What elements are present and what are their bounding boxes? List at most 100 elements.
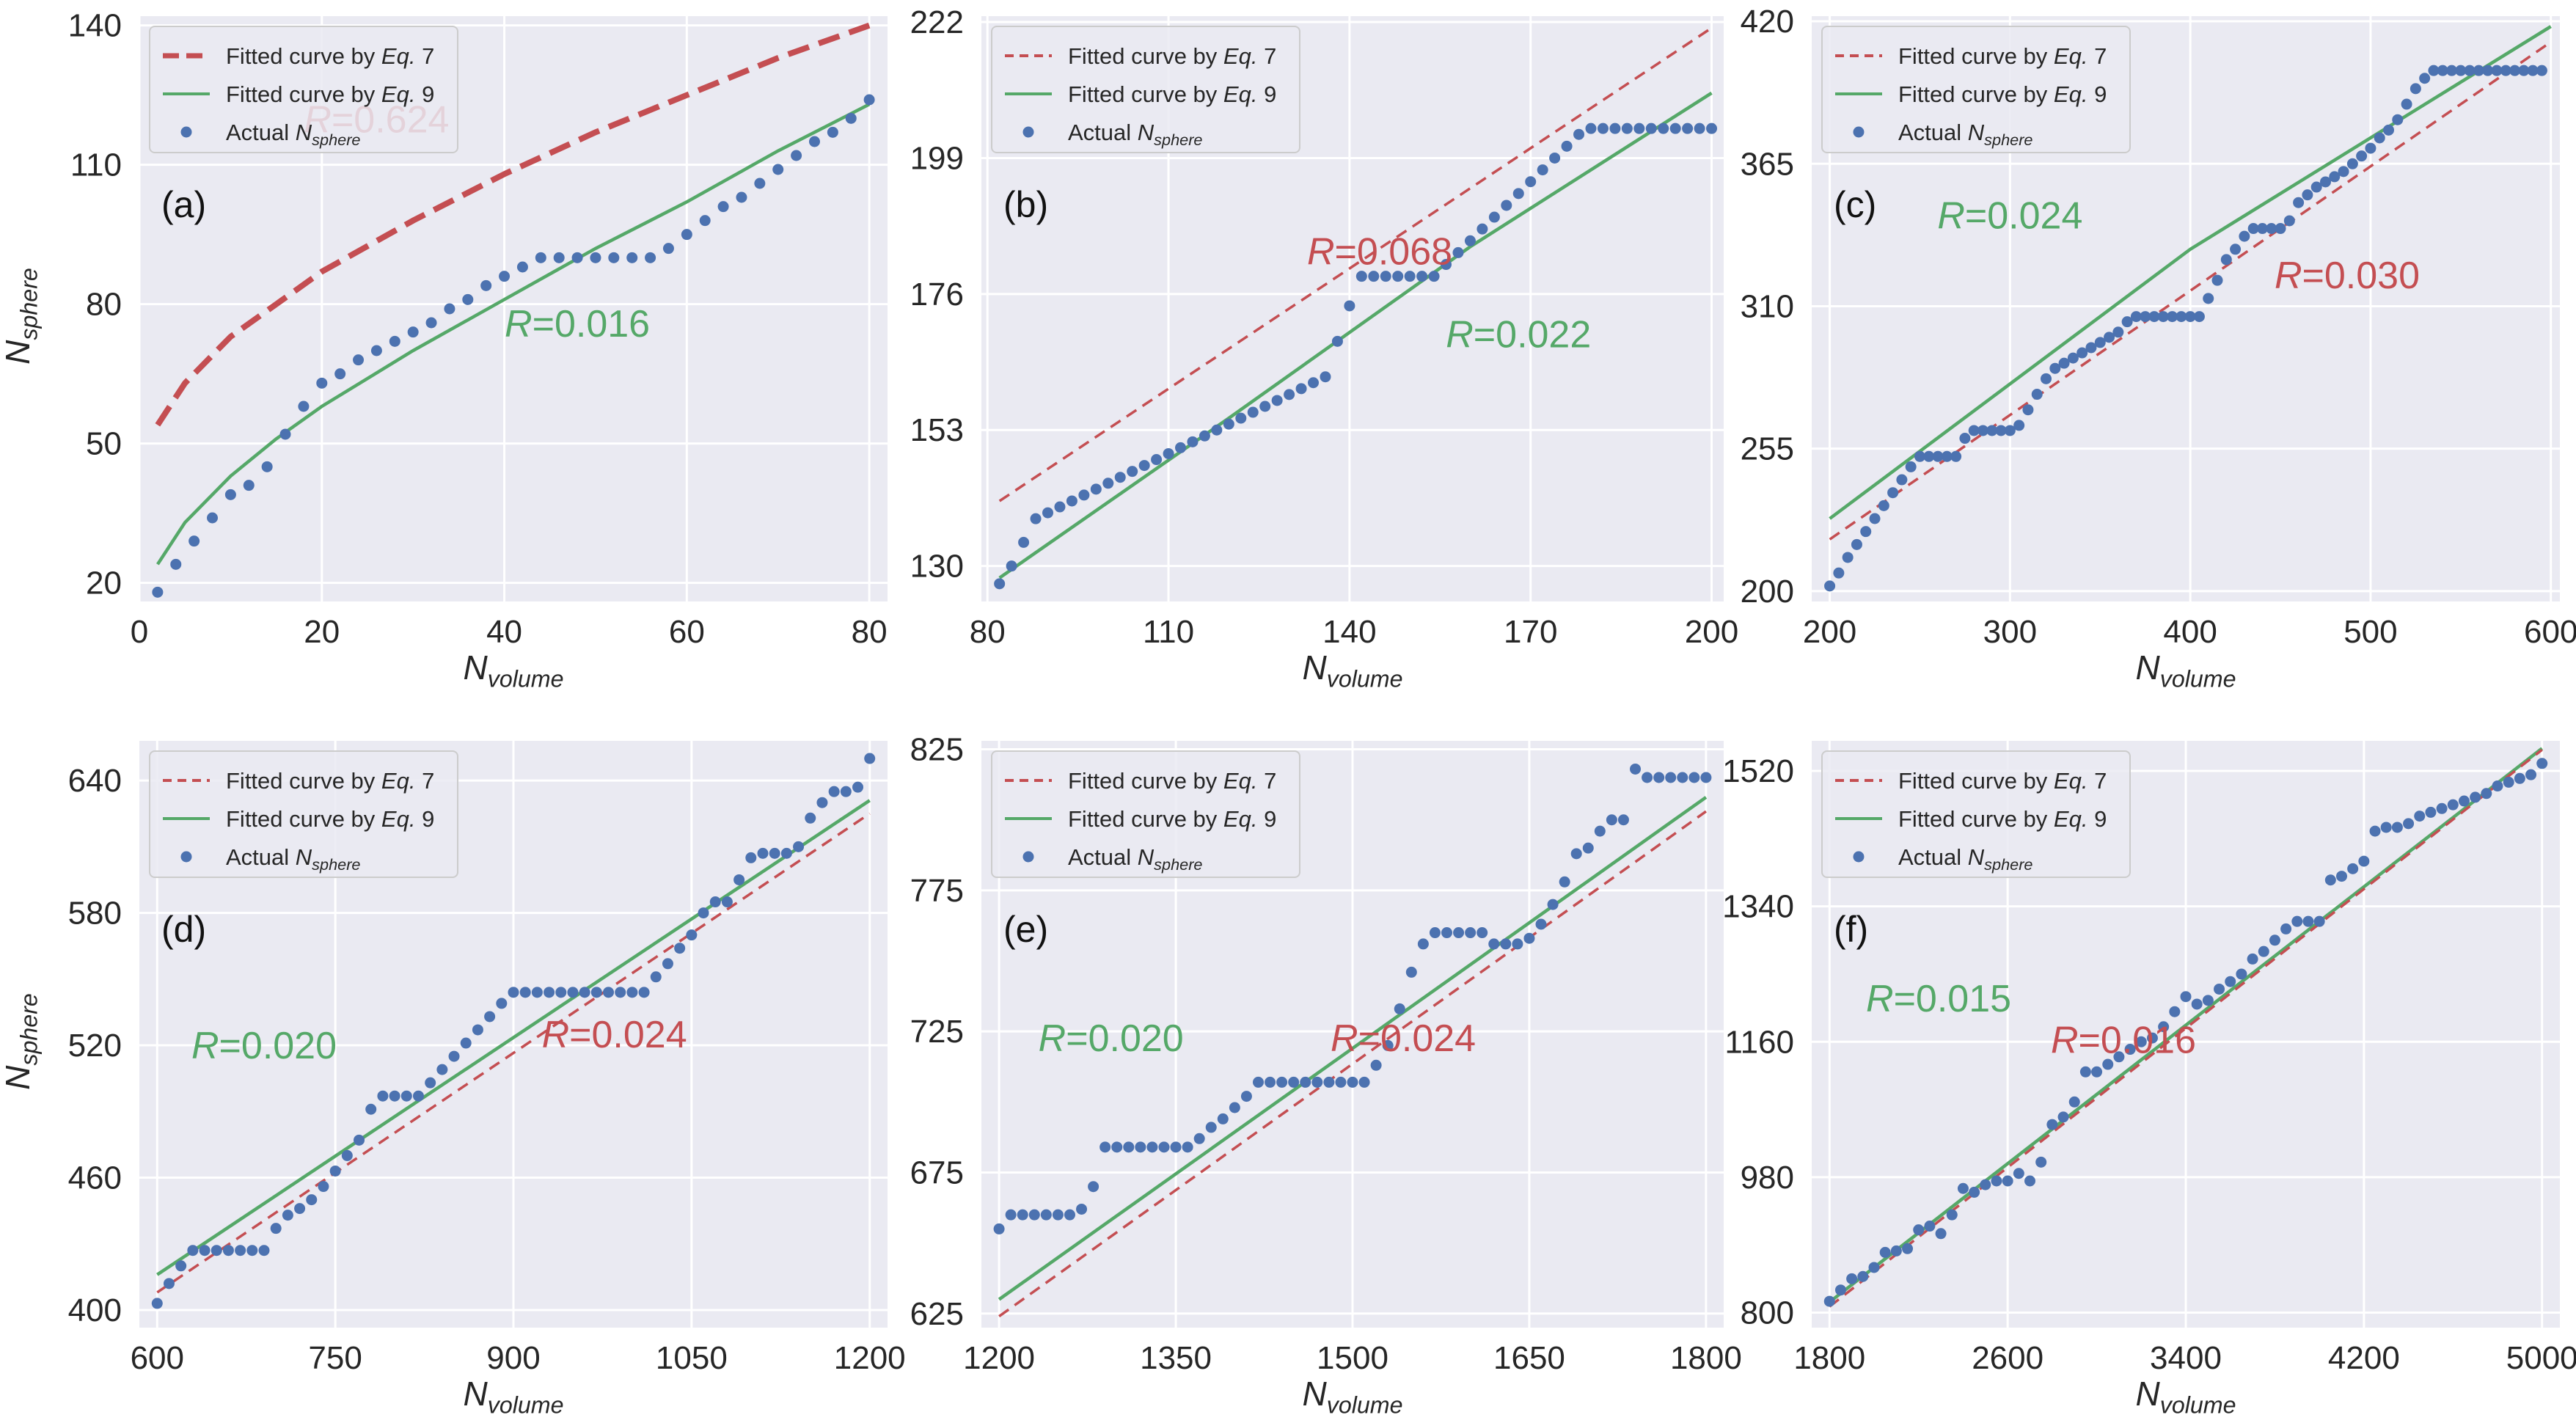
data-point [2076,347,2088,359]
legend-label-actual: Actual Nsphere [1898,120,2032,149]
data-point [1235,412,1247,424]
data-point [1851,538,1862,550]
data-point [1078,489,1090,501]
data-point [864,753,876,764]
data-point [425,1077,436,1089]
data-point [1052,1209,1064,1221]
data-point [1968,425,1980,436]
data-point [1344,300,1355,312]
data-point [2481,788,2492,800]
data-point [2121,316,2133,328]
data-point [681,229,692,241]
data-point [608,252,620,263]
data-point [2365,142,2376,154]
legend-label-eq9: Fitted curve by Eq. 9 [226,81,434,107]
x-tick-label: 200 [1803,614,1856,650]
data-point [1834,1284,1846,1296]
data-point [555,987,567,998]
data-point [2446,65,2458,76]
x-tick-label: 600 [2524,614,2576,650]
x-tick-label: 110 [1143,614,1194,650]
data-point [650,971,662,983]
data-point [1370,1059,1382,1071]
data-point [2269,934,2280,946]
series-line-eq9 [156,799,871,1276]
data-point [638,987,650,998]
data-point [1633,122,1645,134]
data-point [2470,791,2481,803]
data-point [1500,938,1512,950]
data-point [2057,1111,2069,1123]
data-point [1464,235,1476,246]
data-point [1995,425,2007,436]
data-point [1570,848,1582,860]
data-point [341,1149,353,1161]
data-point [2135,1036,2147,1047]
data-point [736,191,747,203]
data-point [1857,1270,1869,1282]
legend: Fitted curve by Eq. 7 Fitted curve by Eq.… [1821,750,2131,878]
data-point [2302,915,2314,927]
data-point [2112,326,2124,338]
x-axis-label: Nvolume [2136,1375,2236,1418]
data-point [261,461,273,472]
y-tick-label: 153 [910,412,964,448]
data-point [436,1064,448,1075]
data-point [2022,404,2034,416]
y-tick-label: 365 [1741,146,1794,182]
data-point [1477,223,1488,235]
r-annotation: R=0.024 [542,1014,687,1056]
data-point [1896,474,1908,486]
data-point [243,480,255,491]
data-point [2458,795,2470,807]
data-point [1980,1179,1991,1190]
data-point [1585,122,1597,134]
legend: Fitted curve by Eq. 7 Fitted curve by Eq.… [991,750,1300,878]
data-point [1380,271,1391,282]
legend-label-actual: Actual Nsphere [1068,844,1202,874]
legend-label-eq7: Fitted curve by Eq. 7 [1898,768,2107,794]
data-point [2509,65,2521,76]
data-point [2329,171,2341,183]
y-tick-label: 255 [1741,431,1794,467]
y-tick-label: 640 [68,763,122,799]
data-point [1932,450,1944,462]
y-tick-label: 176 [910,277,964,312]
data-point [1597,122,1609,134]
y-axis-label: Nsphere [0,268,42,365]
data-point [354,1134,365,1146]
legend-box [149,26,458,153]
data-point [780,847,792,859]
data-point [2158,1021,2170,1033]
data-point [425,317,437,329]
data-point [544,987,555,998]
r-annotation: R=0.022 [1446,313,1591,356]
y-tick-label: 1160 [1724,1024,1794,1060]
data-point [316,377,328,389]
data-point [2225,976,2236,987]
data-point [1868,1262,1880,1273]
data-point [757,847,769,859]
data-point [207,512,219,524]
data-point [1217,1113,1229,1124]
data-point [1665,772,1677,783]
data-point [1547,899,1559,910]
data-point [1405,966,1417,978]
data-point [2202,995,2214,1006]
data-point [2525,769,2537,780]
data-point [1064,1209,1075,1221]
data-point [2428,65,2440,76]
data-point [2369,825,2381,837]
x-tick-label: 1500 [1317,1340,1388,1376]
data-point [1846,1273,1858,1284]
data-point [462,293,474,305]
data-point [2180,991,2192,1003]
data-point [2275,223,2286,235]
data-point [1537,164,1548,176]
r-annotation: R=0.068 [1307,231,1452,274]
data-point [1890,1245,1902,1256]
x-tick-label: 500 [2343,614,2397,650]
legend-label-eq9: Fitted curve by Eq. 9 [1898,81,2107,107]
data-point [1653,772,1665,783]
data-point [745,852,757,863]
